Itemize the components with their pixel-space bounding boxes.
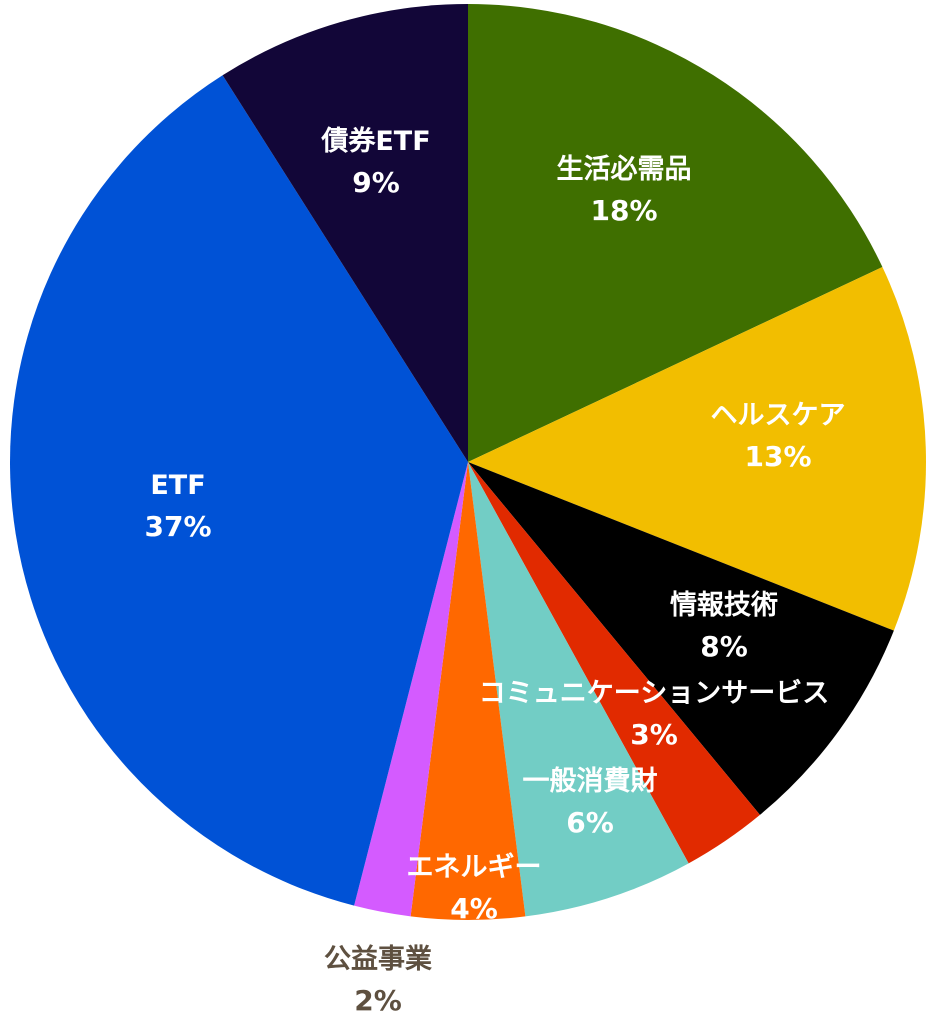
slice-label-group: 生活必需品 18%: [557, 154, 692, 227]
slice-label: コミュニケーションサービス: [479, 678, 829, 709]
slice-label-group: 公益事業 2%: [324, 944, 432, 1017]
pie-slice: [468, 4, 883, 462]
slice-percent-label: 37%: [144, 510, 211, 543]
pie-slice: [468, 462, 760, 864]
pie-slice: [468, 462, 894, 815]
slice-label-group: コミュニケーションサービス 3%: [479, 678, 829, 751]
pie-slice: [468, 462, 689, 917]
slice-label: ヘルスケア: [711, 400, 846, 431]
slice-label: 生活必需品: [557, 154, 692, 185]
pie-slice: [468, 266, 927, 631]
slice-label: 公益事業: [324, 944, 432, 975]
slice-percent-label: 3%: [630, 718, 678, 751]
slice-label: ETF: [150, 470, 205, 501]
slice-percent-label: 8%: [700, 630, 748, 663]
slice-percent-label: 9%: [352, 166, 400, 199]
slice-label-group: 債券ETF 9%: [320, 125, 430, 199]
slice-label: エネルギー: [407, 852, 542, 883]
slice-label-group: 一般消費財 6%: [523, 765, 658, 839]
pie-slice: [222, 4, 468, 462]
slice-label: 債券ETF: [320, 125, 430, 157]
slice-percent-label: 2%: [354, 984, 402, 1017]
slice-percent-label: 18%: [590, 194, 657, 227]
pie-slice: [410, 462, 526, 921]
slice-label: 情報技術: [670, 590, 778, 621]
pie-slice: [354, 462, 468, 917]
slice-label-group: 情報技術 8%: [670, 590, 778, 663]
slice-percent-label: 6%: [566, 806, 614, 839]
pie-labels: 生活必需品 18% ヘルスケア 13% 情報技術 8% コミュニケーションサービス 3% 一般消…: [144, 125, 845, 1017]
pie-slice: [10, 75, 468, 906]
slice-percent-label: 4%: [450, 892, 498, 925]
slice-label-group: エネルギー 4%: [407, 852, 542, 925]
slice-percent-label: 13%: [744, 440, 811, 473]
slice-label-group: ETF 37%: [144, 470, 211, 543]
pie-slices: [10, 4, 927, 921]
slice-label: 一般消費財: [523, 765, 658, 797]
slice-label-group: ヘルスケア 13%: [711, 400, 846, 473]
